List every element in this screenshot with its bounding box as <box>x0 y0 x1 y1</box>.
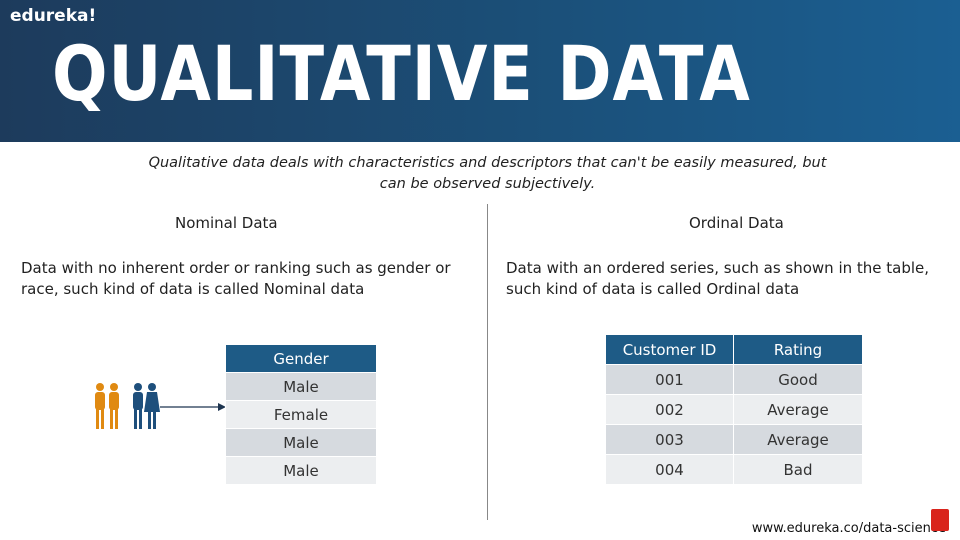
customer-id-cell: 004 <box>605 454 734 485</box>
customer-id-cell: 001 <box>605 364 734 395</box>
gender-cell: Female <box>225 400 377 429</box>
gender-table: Gender Male Female Male Male <box>225 344 377 485</box>
gender-cell: Male <box>225 456 377 485</box>
customer-id-cell: 003 <box>605 424 734 455</box>
intro-line-2: can be observed subjectively. <box>379 176 596 192</box>
nominal-description: Data with no inherent order or ranking s… <box>21 259 451 298</box>
header-banner: edureka! QUALITATIVE DATA <box>0 0 960 142</box>
table-row: Male <box>225 428 377 457</box>
rating-cell: Average <box>733 424 863 455</box>
rating-table: Customer ID Rating 001 Good 002 Average … <box>605 334 863 485</box>
people-group-icon <box>95 383 160 429</box>
rating-cell: Bad <box>733 454 863 485</box>
table-row: 003 Average <box>605 424 863 455</box>
nominal-title: Nominal Data <box>175 214 278 232</box>
ordinal-title: Ordinal Data <box>689 214 784 232</box>
section-divider <box>487 204 488 520</box>
table-row: Male <box>225 456 377 485</box>
rating-header: Rating <box>733 334 863 365</box>
gender-header: Gender <box>225 344 377 373</box>
table-row: Male <box>225 372 377 401</box>
intro-line-1: Qualitative data deals with characterist… <box>148 155 827 171</box>
intro-text: Qualitative data deals with characterist… <box>120 153 855 195</box>
ordinal-description: Data with an ordered series, such as sho… <box>506 259 930 298</box>
table-row: Female <box>225 400 377 429</box>
brand-logo: edureka! <box>10 6 97 26</box>
gender-cell: Male <box>225 372 377 401</box>
gender-cell: Male <box>225 428 377 457</box>
customer-id-header: Customer ID <box>605 334 734 365</box>
rating-cell: Good <box>733 364 863 395</box>
subscribe-icon[interactable] <box>931 509 949 531</box>
table-row: 004 Bad <box>605 454 863 485</box>
page-title: QUALITATIVE DATA <box>52 29 751 118</box>
footer-url: www.edureka.co/data-science <box>751 521 946 536</box>
table-row: 002 Average <box>605 394 863 425</box>
table-row: 001 Good <box>605 364 863 395</box>
rating-cell: Average <box>733 394 863 425</box>
arrow-right-icon <box>160 403 226 411</box>
customer-id-cell: 002 <box>605 394 734 425</box>
